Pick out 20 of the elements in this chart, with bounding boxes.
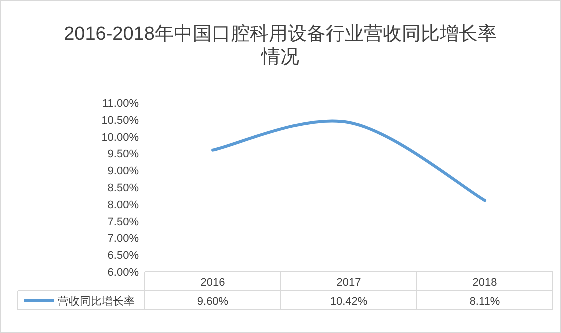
data-label: 8.11% [470,296,500,308]
y-tick-label: 11.00% [102,98,140,110]
y-tick-label: 9.50% [108,148,140,161]
x-tick-label: 2017 [336,277,362,289]
y-tick-label: 7.00% [108,233,140,246]
x-tick-label: 2016 [200,277,226,289]
data-label: 10.42% [330,296,368,308]
y-tick-label: 6.00% [108,267,140,279]
y-tick-label: 8.00% [108,199,140,212]
title: 2016-2018年中国口腔科用设备行业营收同比增长率情况 [64,24,497,68]
y-tick-label: 6.50% [108,250,140,262]
y-tick-label: 7.50% [108,216,140,228]
y-tick-label: 10.50% [102,114,140,127]
y-tick-label: 8.50% [108,182,140,194]
y-tick-label: 9.00% [108,166,140,178]
x-tick-label: 2018 [472,277,498,289]
legend: 营收同比增长率 [24,296,135,308]
y-tick-label: 10.00% [102,132,140,144]
legend-label: 营收同比增长率 [58,295,135,308]
data-label: 9.60% [197,296,229,308]
